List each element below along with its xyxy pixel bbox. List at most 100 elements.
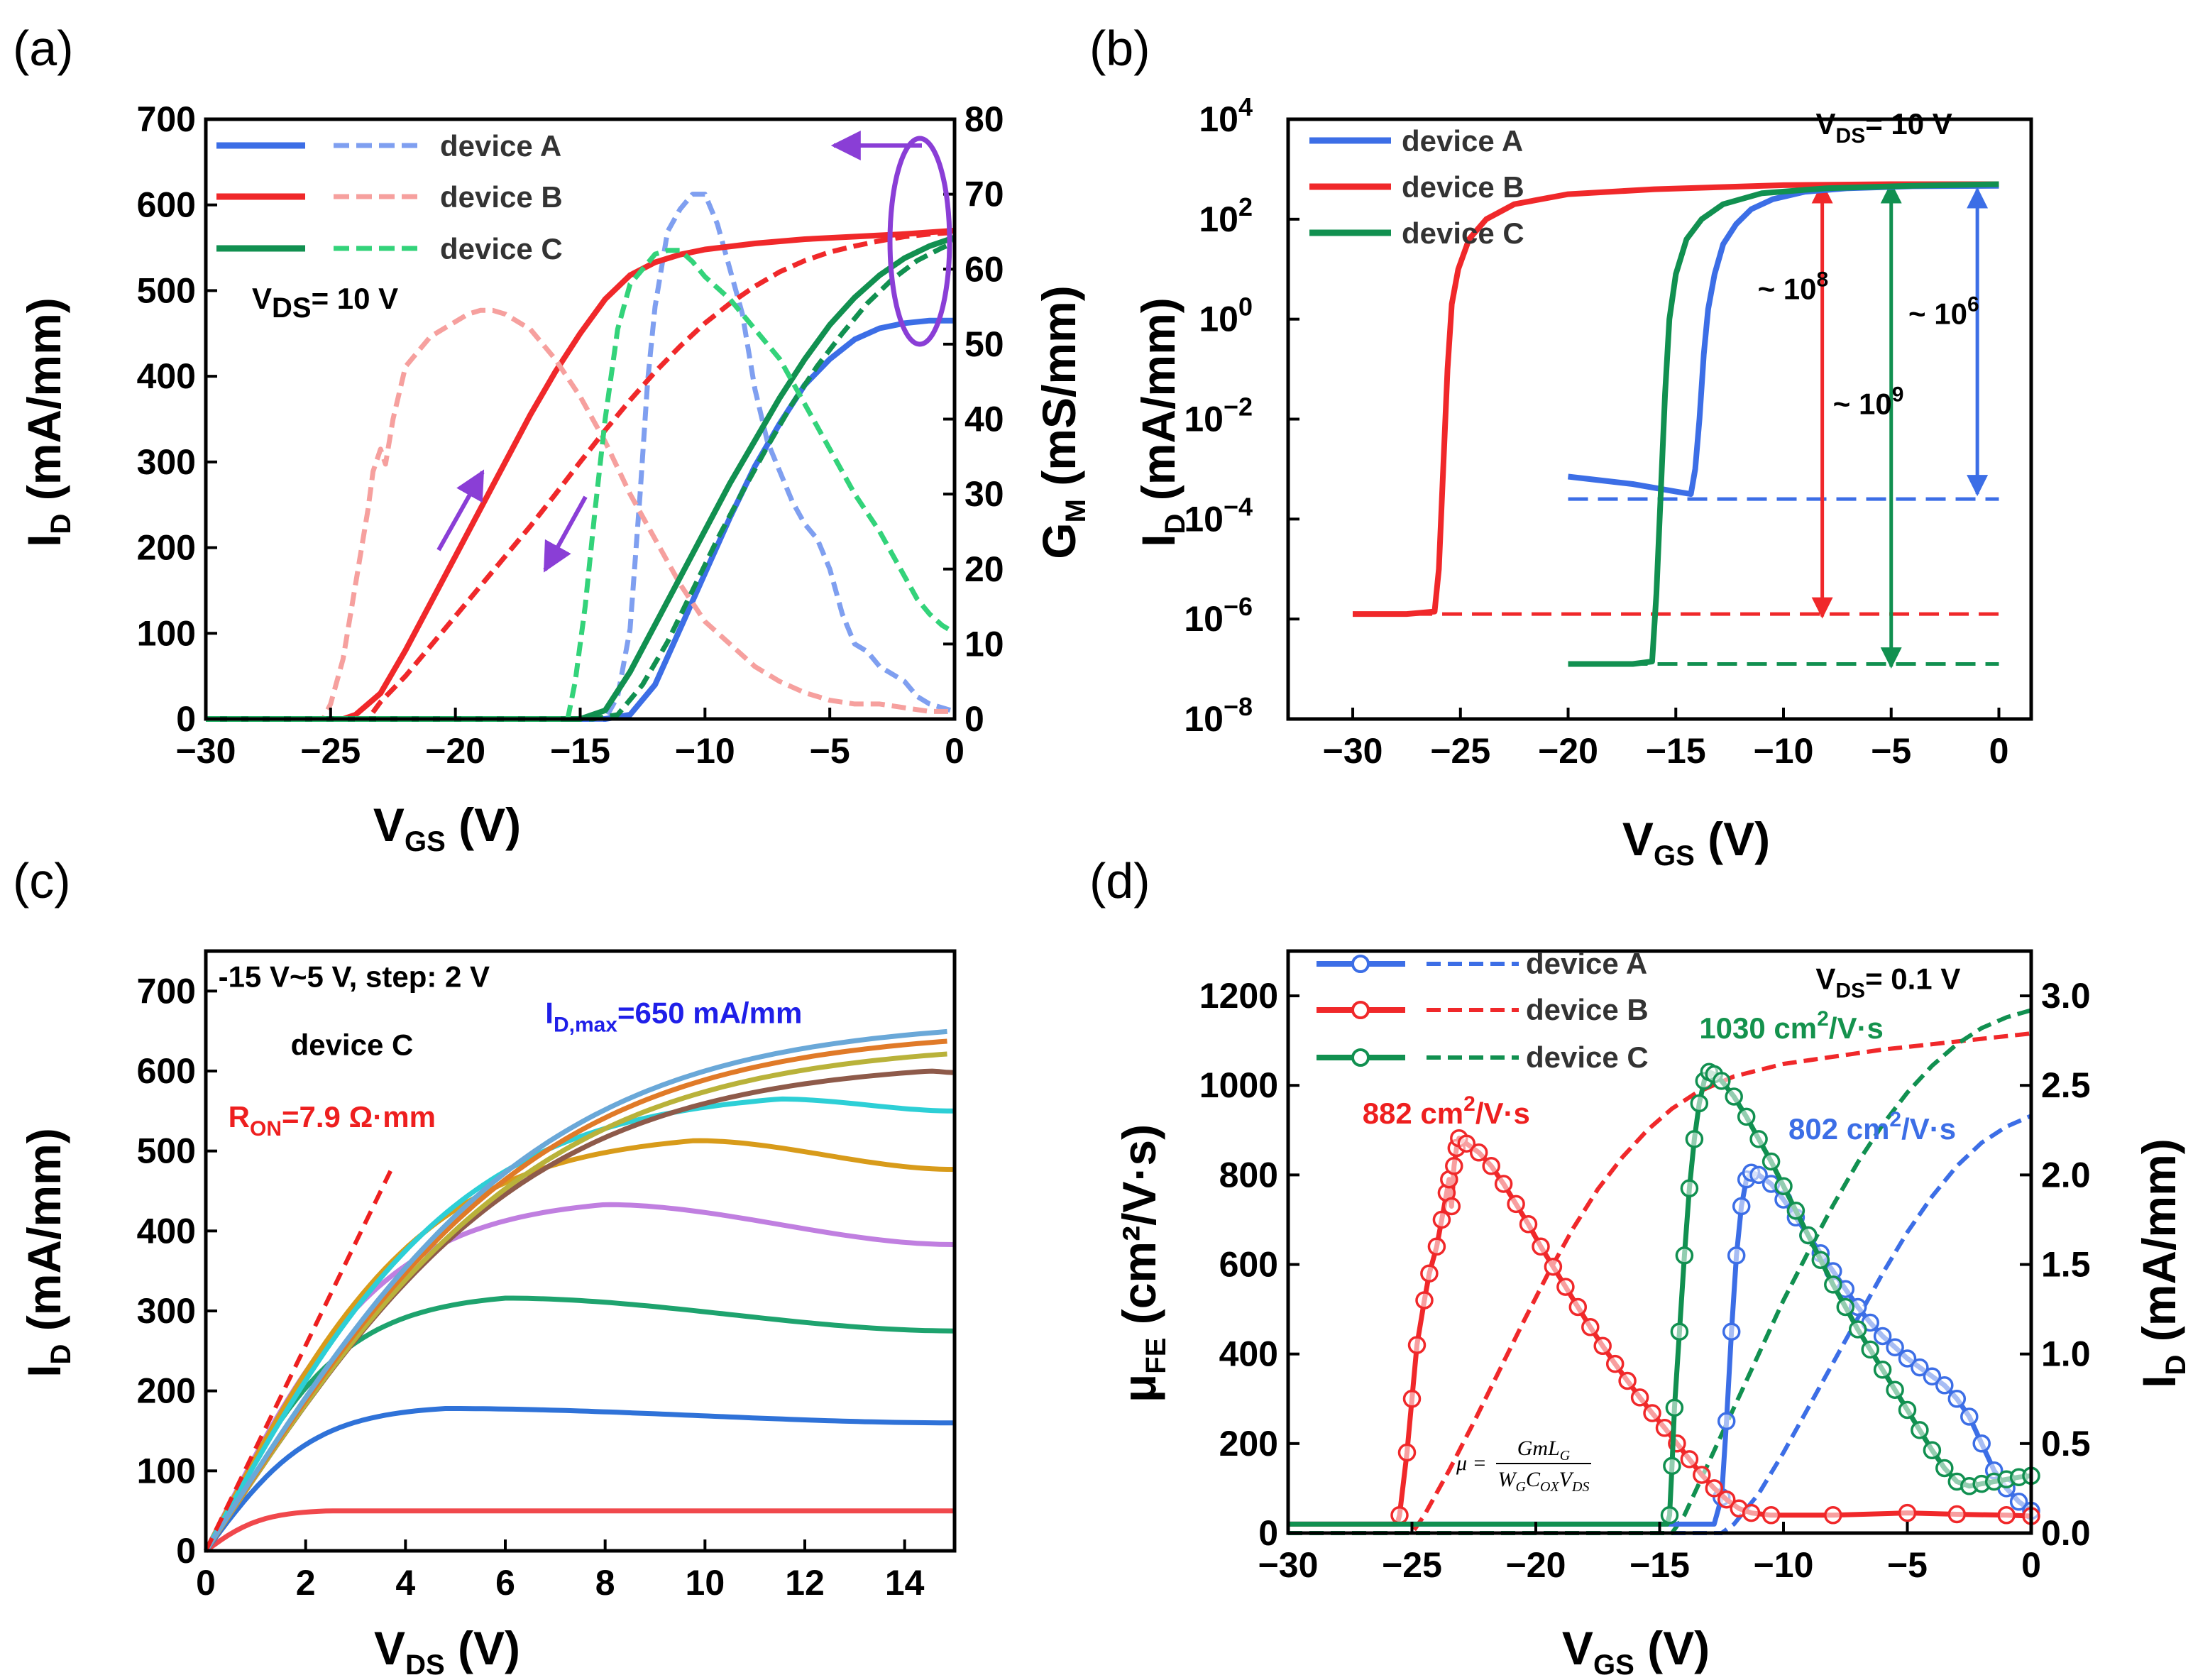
panel-c-plot-frame [204,949,957,1553]
panel-c-output-curve [204,1051,947,1552]
panel-b-ratio-1e8-label: ~ 108 [1758,268,1829,306]
panel-d-device-b-mobility-curve [1288,1136,2032,1527]
panel-c-y-axis-label: ID (mA/mm) [18,1128,77,1378]
panel-d-device-a-mobility-marker [2009,1493,2028,1511]
panel-c: (c) 0 2 4 6 8 10 12 14 0 100 200 300 400 500 600 700 VD… [13,853,957,1680]
panel-d-device-b-mobility-marker [1457,1134,1476,1153]
panel-b-x-axis-label: VGS (V) [1622,813,1770,872]
panel-d-device-c-mobility-marker [1873,1361,1892,1379]
panel-d-xtick-label: −25 [1382,1545,1442,1585]
panel-d-device-c-mobility-marker [1811,1251,1830,1269]
panel-a-device-c-id-curve [206,234,956,722]
panel-b-label: (b) [1089,21,1150,76]
panel-d-device-a-mobility-marker [1960,1407,1979,1426]
panel-c-xtick-label: 8 [595,1563,615,1603]
panel-a-legend: device A device B device C [216,129,563,265]
panel-d-xtick-label: −20 [1506,1545,1566,1585]
panel-a-y-axis-label: ID (mA/mm) [18,297,77,547]
panel-c-ytick-label: 700 [137,971,196,1011]
panel-d-device-b-mobility-marker [1544,1257,1563,1276]
panel-c-ytick-label: 500 [137,1131,196,1171]
panel-b-xtick-label: 0 [1989,731,2009,771]
panel-c-xtick-label: 6 [495,1563,515,1603]
legend-d-device-b-marker [1351,1001,1370,1019]
panel-a-ytick-label: 700 [137,99,196,139]
panel-d-device-c-mobility-marker [1935,1459,1954,1478]
panel-d-device-b-mobility-marker [1742,1503,1761,1522]
panel-b-xtick-label: −5 [1871,731,1911,771]
equation-numerator: GmLG [1517,1437,1571,1464]
panel-a-ytick-label: 600 [137,185,196,225]
panel-d-device-b-mobility-marker [1442,1197,1461,1216]
panel-d-ytick-label: 800 [1219,1155,1278,1195]
panel-d-device-a-mobility-marker [1727,1246,1746,1265]
panel-b-xtick-label: −15 [1646,731,1706,771]
panel-d-device-b-mobility-marker [1556,1278,1575,1296]
legend-d-device-a-marker [1351,955,1370,973]
panel-b-xtick-label: −20 [1538,731,1598,771]
panel-d-device-b-mobility-marker [1507,1195,1525,1214]
panel-a-ytick-label: 0 [176,699,196,739]
panel-b-ytick-label: 10−2 [1184,392,1253,439]
panel-d-y2tick-label: 1.0 [2041,1334,2091,1374]
panel-d-device-b-mobility-marker [1824,1506,1842,1525]
panel-d-device-c-mobility-marker [1675,1246,1694,1265]
equation-lhs: μ = [1456,1451,1487,1475]
panel-d-device-b-mobility-marker [1402,1390,1422,1408]
legend-d-device-b-label: device B [1526,993,1649,1026]
panel-d-device-c-mobility-marker [1665,1398,1684,1417]
panel-d-ytick-label: 0 [1258,1513,1278,1553]
panel-d-device-c-mobility-marker [1737,1107,1756,1126]
panel-a-ytick-label: 400 [137,356,196,396]
legend-b-device-b-label: device B [1402,170,1524,204]
panel-d-device-c-mobility-marker [1761,1152,1781,1171]
panel-c-xtick-label: 14 [885,1563,925,1603]
panel-a-y2tick-label: 10 [964,624,1004,664]
panel-d-device-b-mobility-marker [1397,1443,1417,1462]
panel-d-device-a-mobility-marker [1873,1327,1892,1346]
panel-c-xtick-label: 0 [196,1563,216,1603]
panel-c-ytick-label: 200 [137,1371,196,1411]
panel-d-device-b-mobility-marker [1997,1506,2016,1525]
panel-b-device-c-transfer-curve [1568,181,1999,667]
panel-b-xtick-label: −25 [1430,731,1490,771]
panel-d-device-a-mobility-marker [1911,1358,1929,1377]
panel-d-device-b-mobility-marker [1427,1237,1446,1256]
panel-d-device-a-mobility-curve [1288,1170,2033,1527]
panel-a-device-a-id-curve [206,317,955,722]
panel-d-y2tick-label: 0.0 [2041,1513,2091,1553]
panel-c-output-curve [203,1096,955,1552]
legend-a-device-a-label: device A [440,129,561,163]
panel-c-output-curve [204,1508,955,1553]
panel-d-device-b-mobility-marker [1519,1215,1538,1234]
panel-a-reverse-sweep-arrow [543,495,588,573]
panel-d-xtick-label: −10 [1754,1545,1814,1585]
legend-a-device-c-label: device C [440,232,563,265]
panel-d-device-b-mobility-marker [1593,1336,1612,1356]
panel-d-device-b-mobility-marker [1390,1506,1409,1525]
panel-d-device-c-mobility-marker [1680,1179,1699,1198]
panel-a-ytick-label: 200 [137,528,196,568]
legend-d-device-a-label: device A [1526,947,1647,980]
panel-d-device-b-mobility-marker [1693,1466,1711,1484]
panel-a-y2tick-label: 40 [964,400,1004,439]
panel-d-device-b-mobility-marker [1680,1450,1699,1468]
panel-a-device-c-gm-curve [206,248,956,722]
panel-d-device-c-mobility-marker [1660,1506,1679,1525]
panel-c-xtick-label: 4 [395,1563,415,1603]
panel-d-device-c-mobility-marker [1824,1275,1842,1294]
panel-a-device-b-id-curve [206,227,955,722]
panel-d-device-a-mobility-marker [1947,1390,1967,1408]
equation-denominator: WGCOXVDS [1498,1468,1590,1495]
panel-b-plot-frame [1286,117,2033,721]
panel-d-y-axis-label: μFE (cm²/V·s) [1113,1124,1172,1402]
panel-d-device-c-id-curve [1288,1008,2032,1535]
panel-a-axis-marker-ellipse [887,136,952,347]
panel-c-ytick-label: 600 [137,1051,196,1091]
panel-d-ytick-label: 600 [1219,1245,1278,1285]
panel-d-device-a-mobility-marker [1732,1197,1751,1216]
panel-d-device-a-id-curve [1288,1114,2033,1535]
panel-d-device-b-mobility-marker [1717,1490,1736,1509]
panel-c-device-label: device C [291,1028,414,1061]
panel-b-ytick-label: 102 [1199,192,1253,239]
